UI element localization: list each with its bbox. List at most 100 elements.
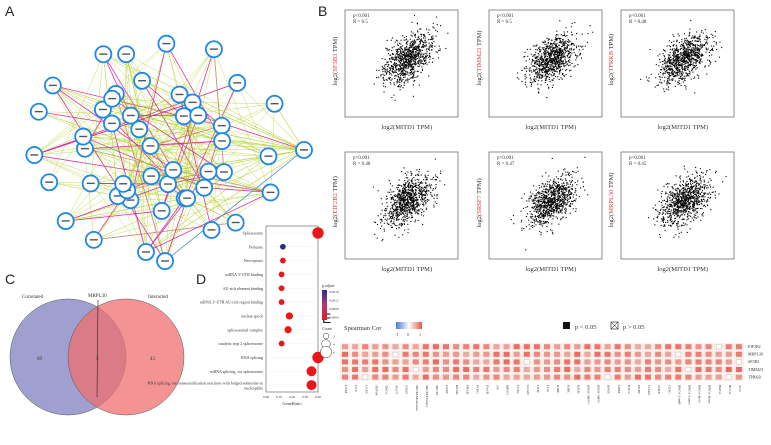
heatmap-nonsig-marker	[736, 359, 742, 365]
heatmap-legend-tick-neg: -1	[395, 332, 398, 337]
heatmap-value-square	[705, 344, 712, 350]
dotplot-term-label: AU-rich element binding	[223, 286, 263, 291]
network-edge	[145, 156, 269, 253]
heatmap-cancer-label: PCPG	[475, 385, 479, 394]
panel-b-letter: B	[318, 3, 327, 19]
heatmap-cancer-label: THYM	[374, 385, 378, 396]
heatmap-value-square	[513, 351, 520, 357]
network-node-label	[30, 154, 39, 156]
network-edge	[52, 85, 166, 262]
scatter-r-value: R = 0.5	[497, 20, 512, 25]
heatmap-value-square	[523, 374, 530, 380]
network-node-label	[163, 183, 172, 185]
heatmap-cancer-label: SKCM-Primary	[425, 385, 429, 408]
heatmap-value-square	[655, 344, 662, 350]
heatmap-value-square	[503, 359, 510, 365]
nonsignificant-legend-label: p > 0.05	[623, 324, 645, 331]
network-edge	[221, 125, 269, 157]
network-edge	[164, 198, 188, 262]
heatmap-value-square	[432, 344, 439, 350]
network-edge	[34, 154, 124, 185]
correlation-heatmap: Spearman Cor -1 0 1 p < 0.05 p > 0.05 EI…	[339, 321, 763, 412]
scatter-p-value: p<0.001	[353, 14, 370, 19]
heatmap-value-square	[392, 374, 399, 380]
network-node-label	[188, 101, 197, 104]
heatmap-value-square	[362, 367, 369, 372]
scatter-points	[516, 20, 594, 99]
heatmap-legend-title: Spearman Cor	[344, 325, 382, 332]
heatmap-value-square	[725, 351, 732, 357]
heatmap-cancer-label: KICH	[576, 385, 580, 394]
heatmap-value-square	[453, 367, 460, 372]
heatmap-value-square	[352, 359, 359, 365]
heatmap-cancer-label: SKCM	[435, 385, 439, 396]
heatmap-value-square	[402, 359, 409, 365]
heatmap-value-square	[473, 344, 480, 350]
network-node-label	[113, 195, 122, 197]
network-edge	[52, 85, 162, 212]
network-node-label	[270, 102, 279, 105]
heatmap-value-square	[352, 374, 359, 380]
heatmap-value-square	[655, 351, 662, 357]
heatmap-value-square	[675, 374, 682, 380]
heatmap-value-square	[665, 367, 672, 372]
heatmap-value-square	[544, 367, 550, 372]
dotplot-x-tick: 0.00	[263, 395, 269, 399]
network-edge	[111, 123, 209, 172]
scatter-ylabel: log2(EIF2B2 TPM)	[332, 176, 339, 227]
heatmap-cancer-label: ACC	[738, 385, 742, 393]
heatmap-value-square	[453, 344, 460, 350]
network-edge	[34, 109, 104, 156]
heatmap-cancer-label: KIRP	[556, 385, 560, 393]
heatmap-cancer-label: STAD	[405, 385, 409, 394]
significant-legend-label: p < 0.05	[575, 324, 597, 331]
network-node-label	[217, 124, 226, 127]
heatmap-value-square	[554, 374, 561, 380]
heatmap-value-square	[402, 351, 409, 357]
network-edge	[115, 93, 269, 157]
scatter-ylabel: log2(TIMM23 TPM)	[476, 31, 483, 86]
dotplot-term-label: Spliceosome	[243, 230, 264, 235]
dotplot-term-label: RNA splicing, via transesterification re…	[148, 381, 264, 391]
heatmap-value-square	[655, 374, 662, 380]
heatmap-value-square	[392, 344, 399, 350]
dotplot-size-legend-tick: 6	[333, 351, 335, 355]
network-edge	[192, 102, 275, 105]
network-node-label	[99, 53, 108, 55]
venn-left-count: 69	[37, 357, 43, 362]
dotplot-frame	[265, 225, 319, 393]
dotplot-color-legend-tick: 0.0016	[329, 290, 339, 294]
heatmap-value-square	[685, 359, 692, 365]
heatmap-value-square	[735, 367, 742, 372]
dotplot-term-label: RNA splicing	[241, 355, 263, 360]
heatmap-value-square	[695, 359, 702, 365]
dotplot-color-legend-bar	[322, 290, 327, 320]
network-edge	[38, 111, 112, 124]
heatmap-value-square	[574, 359, 581, 365]
venn-pointer-line	[96, 299, 99, 398]
heatmap-value-square	[725, 367, 732, 372]
network-edge	[103, 54, 225, 173]
heatmap-value-square	[342, 359, 348, 365]
venn-overlap-count: 5	[96, 357, 99, 362]
heatmap-value-square	[523, 351, 530, 357]
heatmap-value-square	[453, 359, 460, 365]
heatmap-value-square	[483, 344, 490, 350]
heatmap-cancer-label: BRCA-Her2	[698, 385, 702, 403]
dotplot-x-tick: 0.30	[302, 395, 308, 399]
heatmap-value-square	[523, 344, 530, 350]
heatmap-value-square	[624, 344, 631, 350]
network-node-label	[61, 220, 70, 222]
heatmap-value-square	[645, 367, 651, 372]
network-edge	[213, 49, 225, 173]
dotplot-point	[278, 340, 285, 347]
heatmap-value-square	[342, 344, 348, 350]
network-edge	[84, 148, 205, 188]
network-edge	[166, 43, 185, 117]
network-edge	[164, 149, 305, 262]
heatmap-value-square	[634, 359, 641, 365]
heatmap-value-square	[695, 374, 702, 380]
scatter-xlabel: log2(MITD1 TPM)	[526, 266, 577, 273]
scatter-r-value: R = 0.48	[629, 20, 647, 25]
